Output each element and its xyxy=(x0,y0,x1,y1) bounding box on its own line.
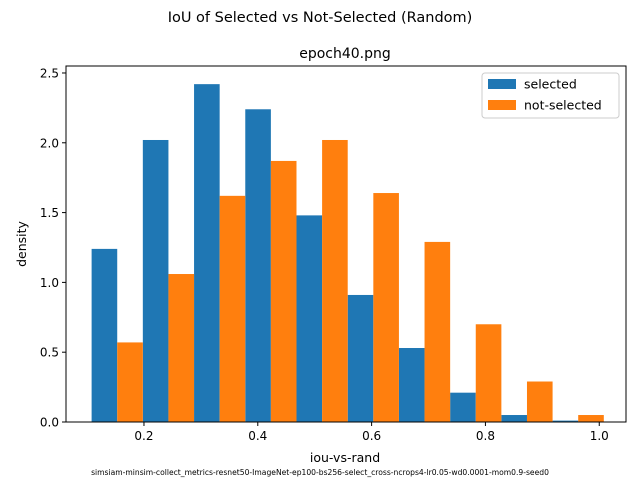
bar-selected-3 xyxy=(194,84,220,423)
run-name-footer: simsiam-minsim-collect_metrics-resnet50-… xyxy=(91,468,549,477)
chart-suptitle: IoU of Selected vs Not-Selected (Random) xyxy=(168,10,473,26)
bar-not-selected-8 xyxy=(475,324,502,422)
y-tick-label: 2.5 xyxy=(40,66,59,80)
bar-not-selected-5 xyxy=(322,139,348,423)
legend-label-selected: selected xyxy=(524,77,577,92)
bar-not-selected-4 xyxy=(270,160,297,422)
bar-not-selected-10 xyxy=(578,415,604,422)
x-tick-label: 0.8 xyxy=(476,429,495,443)
bars-layer xyxy=(91,84,604,423)
axes-layer: 0.2 0.4 0.6 0.8 1.0 0.0 0.5 1.0 1.5 2.0 2.5 xyxy=(40,65,627,443)
bar-selected-8 xyxy=(450,392,476,422)
bar-not-selected-7 xyxy=(424,241,451,422)
bar-selected-10 xyxy=(552,420,579,422)
x-tick-label: 0.2 xyxy=(134,429,153,443)
bar-selected-5 xyxy=(296,215,323,422)
x-axis-label: iou-vs-rand xyxy=(310,450,380,465)
y-tick-label: 1.0 xyxy=(40,276,59,290)
bar-selected-7 xyxy=(398,348,425,422)
bar-not-selected-1 xyxy=(117,342,143,422)
legend-box xyxy=(481,72,620,119)
chart-title: epoch40.png xyxy=(299,46,391,62)
bar-not-selected-9 xyxy=(526,381,553,422)
x-tick-label: 0.4 xyxy=(248,429,267,443)
bar-selected-9 xyxy=(501,415,527,422)
bar-not-selected-2 xyxy=(168,274,195,422)
bar-selected-4 xyxy=(245,109,271,422)
bar-not-selected-3 xyxy=(219,195,246,422)
bar-selected-6 xyxy=(347,294,374,422)
plot-frame xyxy=(65,65,627,423)
y-axis-label: density xyxy=(14,220,29,266)
y-tick-label: 2.0 xyxy=(40,136,59,150)
bar-not-selected-6 xyxy=(373,193,399,422)
x-tick-label: 1.0 xyxy=(590,429,609,443)
legend-swatch-selected xyxy=(488,79,516,89)
y-tick-label: 1.5 xyxy=(40,206,59,220)
legend: selected not-selected xyxy=(481,72,620,119)
x-tick-label: 0.6 xyxy=(362,429,381,443)
bar-selected-2 xyxy=(142,139,169,423)
legend-swatch-not-selected xyxy=(488,100,516,110)
bar-selected-1 xyxy=(91,248,118,422)
y-tick-label: 0.5 xyxy=(40,346,59,360)
legend-label-not-selected: not-selected xyxy=(524,98,602,113)
y-tick-label: 0.0 xyxy=(40,416,59,430)
